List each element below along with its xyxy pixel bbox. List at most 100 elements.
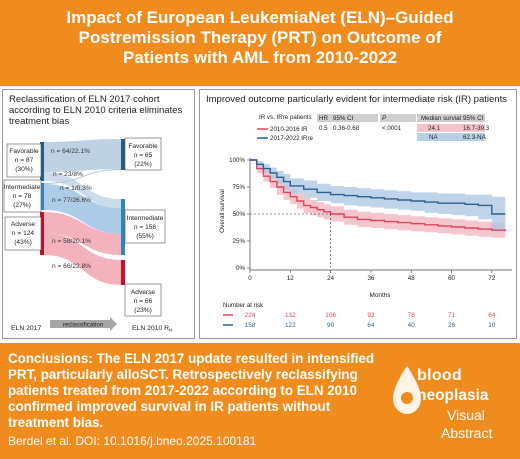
- flow-int-fav: [44, 169, 121, 184]
- left-node-adverse-bar: [40, 212, 44, 255]
- left-node-intermediate-box: [3, 179, 42, 213]
- y-tick-label: 0%: [236, 265, 245, 272]
- right-node-adverse-box: [124, 283, 162, 317]
- blood-drop-icon: [393, 366, 421, 414]
- flow-int-int: [44, 184, 121, 234]
- sankey-diagram: Favorable n = 87 (30%) Intermediate n = …: [3, 137, 172, 333]
- left-node-adverse-line3: (43%): [14, 239, 32, 246]
- flow-label-2: n = 23/8%: [53, 171, 83, 178]
- risk-value: 26: [448, 322, 456, 329]
- risk-value: 71: [448, 312, 456, 319]
- number-at-risk-label: Number at risk: [223, 302, 264, 309]
- conclusion-body: The ELN 2017 update resulted in intensif…: [8, 351, 375, 430]
- risk-value: 90: [327, 322, 335, 329]
- right-node-favorable-line2: n = 65: [134, 152, 153, 159]
- table-header-p: P: [382, 115, 387, 122]
- table-header-bg-3: [417, 114, 485, 122]
- conclusion-box: [0, 343, 520, 459]
- table-header-hr: HR: [319, 115, 328, 122]
- flow-label-4: n = 77/26.6%: [52, 197, 91, 204]
- table-row1-hr: 0.5: [319, 125, 328, 132]
- table-row2-median: NA: [429, 134, 438, 141]
- page-title: Impact of European LeukemiaNet (ELN)–Gui…: [40, 8, 480, 68]
- table-row1-bg: [417, 124, 485, 132]
- right-node-favorable-box: [124, 137, 162, 171]
- y-tick-label: 50%: [233, 211, 246, 218]
- left-node-intermediate-line2: n = 78: [13, 193, 32, 200]
- table-row1-ci: 0.36-0.68: [333, 125, 360, 132]
- x-tick-label: 12: [287, 275, 294, 282]
- right-node-adverse-bar: [121, 260, 125, 285]
- risk-value: 40: [408, 322, 416, 329]
- right-node-intermediate-line1: Intermediate: [127, 215, 164, 222]
- ci-band-irre: [250, 160, 506, 232]
- flow-adv-adv: [44, 233, 121, 285]
- risk-value: 10: [488, 322, 496, 329]
- survival-chart: IR vs. IRre patients HR 95% CI P Median …: [219, 114, 512, 329]
- citation: Berdel et al. DOI: 10.1016/j.bneo.2025.1…: [8, 434, 257, 448]
- survival-line-ir: [250, 159, 506, 232]
- risk-value: 122: [285, 322, 296, 329]
- left-node-intermediate-bar: [40, 183, 44, 210]
- title-line-1: Impact of European LeukemiaNet (ELN)–Gui…: [66, 8, 454, 27]
- right-node-adverse-line3: (23%): [134, 307, 152, 314]
- y-tick-label: 75%: [233, 184, 246, 191]
- logo-text-visual: Visual: [447, 407, 485, 423]
- risk-value: 224: [245, 312, 256, 319]
- conclusion-text: Conclusions: The ELN 2017 update resulte…: [8, 351, 382, 431]
- axis-right-label: ELN 2010 RN: [132, 325, 172, 333]
- right-node-intermediate-line3: (55%): [136, 233, 154, 240]
- y-tick-label: 100%: [229, 157, 245, 164]
- flow-label-3: n = 1/0.3%: [60, 185, 92, 192]
- risk-value: 64: [488, 312, 496, 319]
- left-node-adverse-line1: Adverse: [11, 221, 36, 228]
- survival-panel-title: Improved outcome particularly evident fo…: [206, 94, 507, 105]
- risk-value: 158: [245, 322, 256, 329]
- title-line-3: Patients with AML from 2010-2022: [123, 48, 397, 67]
- table-row2-ci2: 62.3-NA: [463, 134, 487, 141]
- table-row1-ci2: 16.7-39.3: [463, 125, 490, 132]
- flow-fav-int: [44, 172, 121, 208]
- x-axis-label: Months: [370, 292, 391, 299]
- axis-middle-label: reclassification: [63, 322, 104, 329]
- logo-text-neoplasia: neoplasia: [417, 387, 489, 404]
- table-legend-title: IR vs. IRre patients: [259, 114, 312, 121]
- logo-text-abstract: Abstract: [441, 425, 493, 441]
- reclassification-arrow-icon: [50, 317, 117, 331]
- left-node-adverse-box: [4, 216, 42, 251]
- ci-band-ir: [250, 160, 506, 239]
- right-node-intermediate-box: [124, 209, 166, 244]
- x-tick-label: 60: [448, 275, 455, 282]
- blood-neoplasia-logo: [393, 366, 421, 414]
- table-header-bg-2: [380, 114, 416, 122]
- risk-value: 106: [325, 312, 336, 319]
- flow-fav-fav: [44, 139, 121, 172]
- km-plot-area: 0% 25% 50% 75% 100% 0 12 24 36 48 60 72: [229, 157, 512, 282]
- survival-panel: Improved outcome particularly evident fo…: [199, 89, 517, 339]
- right-node-adverse-line2: n = 66: [134, 298, 153, 305]
- table-header-ci2: 95% CI: [463, 115, 484, 122]
- flow-label-5: n = 58/20.1%: [52, 238, 91, 245]
- x-tick-label: 48: [408, 275, 415, 282]
- risk-value: 78: [408, 312, 416, 319]
- y-axis-label: Overall survival: [219, 189, 226, 233]
- flow-label-1: n = 64/22.1%: [51, 148, 90, 155]
- right-node-adverse-line1: Adverse: [131, 289, 156, 296]
- x-tick-label: 72: [488, 275, 495, 282]
- conclusion-label: Conclusions:: [8, 351, 93, 366]
- legend-irre-label: 2017-2022 IRre: [270, 135, 314, 142]
- right-node-intermediate-bar: [121, 199, 125, 255]
- title-banner: [0, 0, 520, 86]
- survival-line-irre: [250, 159, 506, 215]
- left-node-adverse-line2: n = 124: [12, 230, 35, 237]
- flow-label-6: n = 66/22.8%: [52, 263, 91, 270]
- table-header-bg-1: [317, 114, 378, 122]
- axis-right-label-main: ELN 2010 R: [132, 325, 169, 332]
- flow-adv-int: [44, 212, 121, 255]
- table-row1-median: 24.1: [428, 125, 441, 132]
- axis-left-label: ELN 2017: [11, 325, 41, 332]
- table-row2-bg: [417, 133, 485, 141]
- left-node-intermediate-line3: (27%): [13, 202, 31, 209]
- risk-value: 64: [367, 322, 375, 329]
- right-node-intermediate-line2: n = 158: [134, 224, 157, 231]
